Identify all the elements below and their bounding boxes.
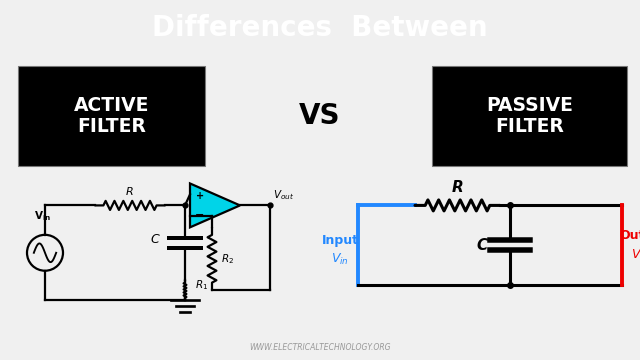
Text: R: R [452,180,464,195]
Polygon shape [190,184,240,228]
Text: PASSIVE
FILTER: PASSIVE FILTER [486,95,573,136]
Text: VS: VS [300,102,340,130]
Text: C: C [476,238,488,253]
Text: $R_1$: $R_1$ [195,278,208,292]
Text: C: C [150,233,159,246]
FancyBboxPatch shape [18,66,205,166]
Text: $V_{out}$: $V_{out}$ [273,189,294,202]
Text: ACTIVE
FILTER: ACTIVE FILTER [74,95,149,136]
Text: Input: Input [321,234,358,247]
Text: R: R [126,188,134,197]
Text: $R_2$: $R_2$ [221,252,234,266]
Text: Differences  Between: Differences Between [152,14,488,42]
Text: $\mathbf{V_{in}}$: $\mathbf{V_{in}}$ [35,209,52,223]
Text: WWW.ELECTRICALTECHNOLOGY.ORG: WWW.ELECTRICALTECHNOLOGY.ORG [249,343,391,352]
Text: $V_{out}$: $V_{out}$ [632,248,640,263]
Text: Output: Output [620,229,640,242]
Text: $V_{in}$: $V_{in}$ [331,252,349,267]
Text: +: + [196,192,204,202]
FancyBboxPatch shape [432,66,627,166]
Text: −: − [195,210,205,219]
